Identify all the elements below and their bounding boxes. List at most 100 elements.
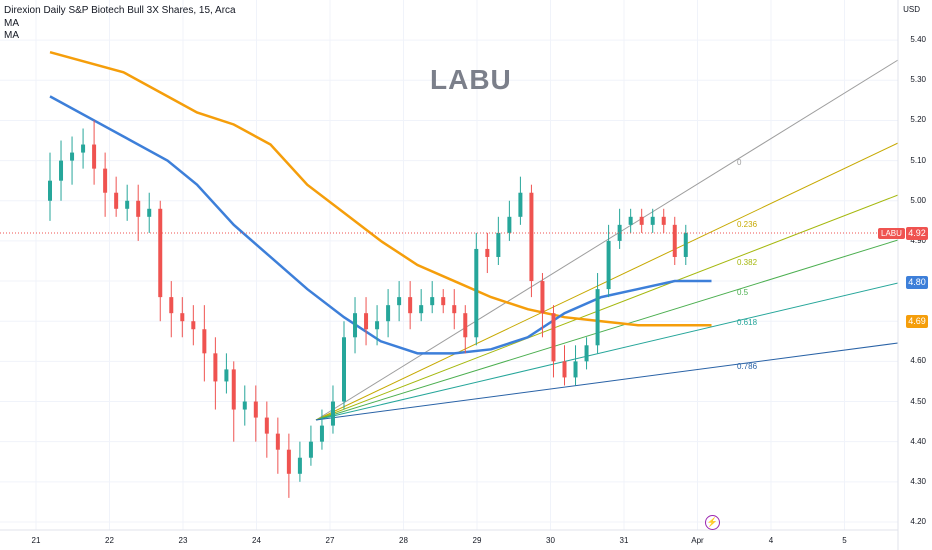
y-tick-label: 5.10 <box>910 155 926 165</box>
candle-body <box>474 248 479 338</box>
symbol-price-tag: LABU <box>878 228 905 239</box>
candle-body <box>297 457 302 474</box>
candle-body <box>180 313 185 322</box>
candle-body <box>70 152 75 161</box>
y-tick-label: 4.50 <box>910 396 926 406</box>
chart-grid <box>0 0 898 530</box>
x-tick-label: 30 <box>546 536 555 545</box>
x-tick-label: 24 <box>252 536 261 545</box>
x-tick-label: 21 <box>31 536 41 545</box>
candle-body <box>158 208 163 298</box>
candle-body <box>264 417 269 434</box>
candle-body <box>463 313 468 338</box>
candle-body <box>419 305 424 314</box>
x-tick-label: 22 <box>105 536 114 545</box>
candle-body <box>114 192 119 209</box>
fib-line-0 <box>315 59 899 421</box>
fib-label: 0 <box>737 158 742 167</box>
fib-line-0.618 <box>315 282 899 421</box>
fib-label: 0.236 <box>737 220 758 229</box>
candle-body <box>441 297 446 306</box>
y-tick-label: 4.30 <box>910 476 926 486</box>
ma-orange-tag: 4.69 <box>906 315 928 328</box>
candle-body <box>224 369 229 382</box>
candle-body <box>518 192 523 217</box>
candle-body <box>147 208 152 217</box>
currency-label: USD <box>903 5 920 14</box>
candle-body <box>584 345 589 362</box>
x-tick-label: 31 <box>619 536 629 545</box>
candle-body <box>595 289 600 346</box>
y-tick-label: 4.60 <box>910 356 926 366</box>
last-price-tag: 4.92 <box>906 227 928 240</box>
candle-body <box>397 297 402 306</box>
candle-body <box>485 248 490 257</box>
candle-body <box>628 216 633 225</box>
y-tick-label: 5.20 <box>910 115 926 125</box>
candle-body <box>213 353 218 382</box>
fib-line-0.786 <box>315 342 899 421</box>
candle-body <box>253 401 258 418</box>
candle-body <box>342 337 346 402</box>
candle-body <box>551 313 556 362</box>
candle-body <box>650 216 655 225</box>
y-tick-label: 5.40 <box>910 35 926 45</box>
fib-label: 0.5 <box>737 288 749 297</box>
candle-body <box>231 369 236 410</box>
candle-body <box>562 361 567 378</box>
candle-body <box>408 297 413 314</box>
candle-body <box>48 180 52 201</box>
candle-body <box>275 433 280 450</box>
candle-body <box>59 160 64 181</box>
candle-body <box>430 297 435 306</box>
candle-body <box>319 425 324 442</box>
fib-label: 0.618 <box>737 318 758 327</box>
y-tick-label: 5.30 <box>910 75 926 85</box>
candle-body <box>92 144 97 169</box>
x-tick-label: Apr <box>691 536 704 545</box>
y-tick-label: 4.40 <box>910 436 926 446</box>
candle-body <box>661 216 666 225</box>
y-tick-label: 4.90 <box>910 235 926 245</box>
fib-label: 0.786 <box>737 362 758 371</box>
x-tick-label: 28 <box>399 536 408 545</box>
candle-body <box>606 240 611 290</box>
candle-body <box>386 305 391 322</box>
candle-body <box>375 321 380 330</box>
candle-body <box>573 361 578 378</box>
candle-body <box>540 281 545 314</box>
fib-label: 0.382 <box>737 258 758 267</box>
candle-body <box>125 200 130 209</box>
ma-legend-1[interactable]: MA <box>4 18 19 29</box>
candle-body <box>191 321 196 330</box>
candle-body <box>617 224 622 241</box>
candle-body <box>496 232 501 257</box>
candle-body <box>672 224 677 257</box>
symbol-watermark: LABU <box>430 64 512 95</box>
candle-body <box>242 401 247 410</box>
candle-body <box>169 297 174 314</box>
candle-body <box>286 449 291 474</box>
candle-body <box>683 232 688 257</box>
candle-body <box>452 305 457 314</box>
candle-body <box>353 313 358 338</box>
ma-orange-line <box>49 50 712 327</box>
x-tick-label: 29 <box>472 536 482 545</box>
ma-blue-tag: 4.80 <box>906 276 928 289</box>
candle-body <box>529 192 534 282</box>
candle-body <box>639 216 644 225</box>
candle-body <box>81 144 86 153</box>
candle-body <box>308 441 313 458</box>
candle-body <box>507 216 512 233</box>
candle-body <box>364 313 369 330</box>
ma-legend-2[interactable]: MA <box>4 30 19 41</box>
moving-averages <box>49 50 712 355</box>
y-tick-label: 5.00 <box>910 195 926 205</box>
x-tick-label: 27 <box>325 536 335 545</box>
candle-body <box>103 168 108 193</box>
lightning-icon[interactable]: ⚡ <box>705 515 720 530</box>
chart-title: Direxion Daily S&P Biotech Bull 3X Share… <box>4 5 236 16</box>
x-tick-label: 5 <box>842 536 847 545</box>
fib-line-0.5 <box>315 239 899 421</box>
